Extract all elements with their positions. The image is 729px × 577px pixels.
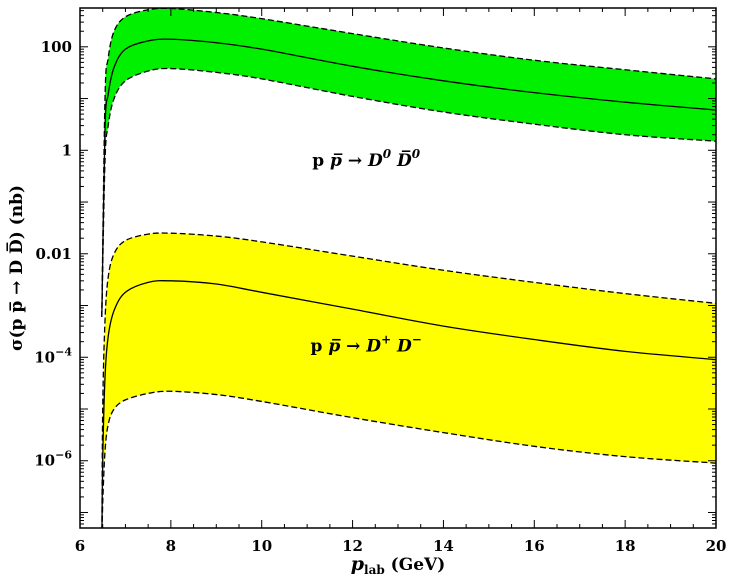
- central-line-0: [101, 38, 716, 318]
- x-tick-label: 14: [433, 537, 454, 555]
- x-axis-title: plab (GeV): [351, 553, 446, 577]
- y-tick-label: 1: [62, 141, 72, 159]
- band-lower-line-1: [101, 390, 716, 528]
- reaction-label-part: p: [312, 151, 330, 171]
- x-tick-label: 12: [342, 537, 363, 555]
- y-tick-base: 10: [34, 348, 55, 366]
- bands-layer: [101, 8, 716, 528]
- x-axis-unit: (GeV): [385, 555, 446, 575]
- y-tick-exponent: −4: [55, 345, 72, 358]
- y-tick-base: 1: [62, 141, 72, 159]
- band-upper-line-1: [101, 232, 716, 528]
- reaction-label-part: +: [381, 332, 391, 346]
- reaction-label-part: p: [311, 336, 329, 356]
- y-tick-base: 0.01: [35, 245, 72, 263]
- y-tick-exponent: −6: [55, 449, 72, 462]
- curves-layer: [101, 8, 716, 528]
- central-line-1: [101, 280, 716, 528]
- reaction-label-part: −: [412, 332, 422, 346]
- y-tick-label: 10−6: [34, 449, 72, 470]
- band-area-0: [101, 8, 716, 317]
- ticks-layer: [79, 8, 717, 528]
- x-tick-label: 16: [524, 537, 545, 555]
- x-axis-subscript: lab: [364, 563, 385, 577]
- y-tick-label: 10−4: [34, 345, 72, 366]
- reaction-label-part: 0: [412, 147, 421, 161]
- band-lower-line-0: [101, 67, 716, 318]
- x-tick-label: 6: [75, 537, 85, 555]
- x-axis-symbol: p: [351, 553, 365, 575]
- y-tick-base: 100: [41, 38, 72, 56]
- reaction-label-part: p̅ → D: [328, 336, 381, 356]
- annotations-layer: p p̅ → D0 D̅0p p̅ → D+ D−: [311, 147, 422, 356]
- y-tick-label: 100: [41, 38, 72, 56]
- y-axis-title: σ(p p̅ → D D̅) (nb): [6, 185, 27, 351]
- reaction-label-part: p̅ → D: [330, 151, 383, 171]
- y-tick-base: 10: [34, 452, 55, 470]
- reaction-label-part: 0: [383, 147, 392, 161]
- reaction-label-0: p p̅ → D0 D̅0: [312, 147, 421, 171]
- x-tick-label: 8: [166, 537, 176, 555]
- reaction-label-part: D: [391, 336, 412, 356]
- reaction-label-part: D̅: [391, 150, 412, 171]
- x-tick-label: 18: [615, 537, 636, 555]
- x-tick-label: 10: [251, 537, 272, 555]
- x-tick-label: 20: [706, 537, 727, 555]
- band-upper-line-0: [101, 8, 716, 317]
- y-tick-label: 0.01: [35, 245, 72, 263]
- reaction-label-1: p p̅ → D+ D−: [311, 332, 422, 356]
- band-area-1: [101, 233, 716, 528]
